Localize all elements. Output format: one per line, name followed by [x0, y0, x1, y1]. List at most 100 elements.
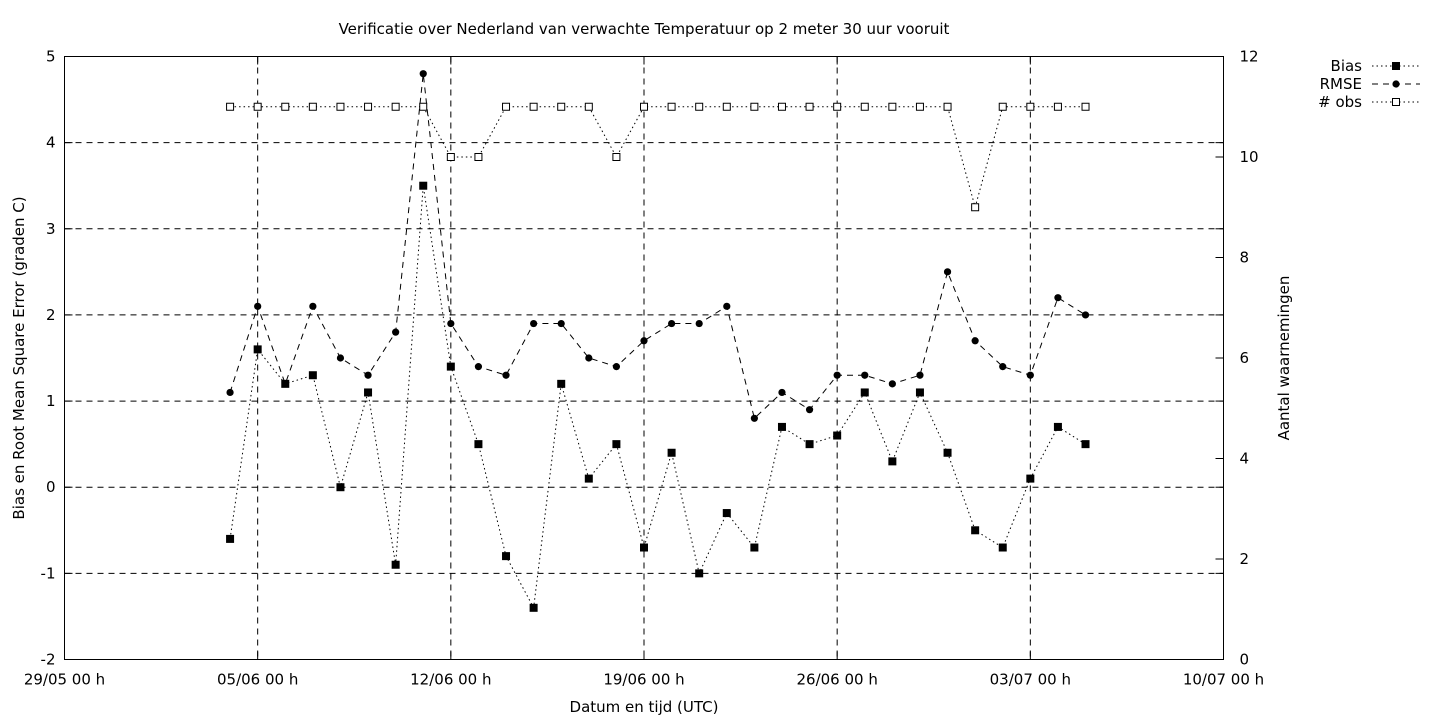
legend-label-rmse: RMSE	[1320, 75, 1362, 93]
y-tick-label: 1	[46, 392, 56, 410]
data-point-rmse	[530, 319, 538, 328]
data-point-bias	[777, 422, 786, 431]
data-point-rmse	[585, 354, 593, 362]
y-tick-label: -1	[41, 564, 56, 582]
data-point-bias	[226, 534, 235, 543]
data-point-rmse	[695, 319, 703, 328]
data-point-rmse	[447, 319, 455, 328]
data-point-rmse	[612, 363, 621, 371]
data-point-rmse	[1081, 311, 1090, 319]
series-line-bias	[229, 185, 1086, 610]
data-point-obs	[722, 102, 731, 111]
data-point-bias	[612, 440, 621, 449]
data-point-obs	[391, 102, 400, 111]
y-axis-label: Bias en Root Mean Square Error (graden C…	[10, 196, 28, 519]
data-point-obs	[336, 102, 345, 111]
data-point-bias	[805, 440, 814, 449]
y2-tick-label: 8	[1240, 249, 1250, 267]
data-point-obs	[1053, 102, 1062, 111]
data-point-bias	[915, 388, 924, 397]
data-point-obs	[1026, 102, 1035, 111]
data-point-obs	[419, 102, 428, 111]
data-point-bias	[502, 552, 511, 561]
data-point-bias	[971, 526, 980, 535]
data-point-bias	[998, 543, 1007, 552]
data-point-bias	[833, 431, 842, 440]
data-point-obs	[281, 102, 290, 111]
data-point-rmse	[750, 414, 758, 422]
data-point-rmse	[309, 302, 317, 310]
y-tick-label: 3	[46, 220, 56, 238]
legend-label-obs: # obs	[1318, 93, 1362, 111]
data-point-obs	[226, 102, 235, 111]
data-point-obs	[860, 102, 869, 111]
data-point-obs	[888, 102, 897, 111]
data-point-rmse	[971, 337, 979, 345]
data-point-obs	[474, 153, 483, 161]
data-point-rmse	[226, 388, 234, 397]
data-point-rmse	[723, 302, 731, 310]
data-point-obs	[308, 102, 317, 111]
data-point-obs	[750, 102, 759, 111]
y-tick-label: 5	[46, 48, 56, 66]
data-point-obs	[529, 102, 538, 111]
x-tick-label: 19/06 00 h	[603, 671, 684, 689]
y2-tick-label: 0	[1240, 651, 1250, 669]
y2-tick-label: 6	[1240, 349, 1250, 367]
data-point-obs	[502, 102, 511, 111]
data-point-rmse	[888, 380, 896, 388]
data-point-bias	[943, 448, 952, 457]
legend-label-bias: Bias	[1331, 57, 1363, 75]
data-point-rmse	[1054, 294, 1062, 302]
data-point-obs	[584, 102, 593, 111]
data-point-bias	[695, 569, 704, 578]
y-tick-label: 4	[46, 134, 56, 152]
data-point-bias	[446, 362, 455, 371]
data-point-bias	[750, 543, 759, 552]
x-tick-label: 12/06 00 h	[410, 671, 491, 689]
grid-layer	[64, 56, 1224, 660]
data-point-obs	[557, 102, 566, 111]
series-bias	[226, 181, 1090, 612]
data-point-obs	[640, 102, 648, 111]
data-point-bias	[722, 509, 731, 518]
data-point-rmse	[999, 363, 1007, 371]
data-point-obs	[667, 102, 676, 111]
data-point-rmse	[557, 319, 565, 328]
data-point-rmse	[474, 363, 483, 371]
data-point-rmse	[392, 328, 400, 336]
data-point-bias	[1053, 422, 1062, 431]
data-point-obs	[777, 102, 786, 111]
legend-marker-bias	[1392, 62, 1400, 70]
data-point-bias	[667, 448, 676, 457]
data-point-rmse	[861, 371, 869, 379]
legend-marker-obs	[1392, 98, 1400, 106]
data-point-obs	[971, 203, 980, 212]
y2-tick-label: 4	[1240, 450, 1250, 468]
chart-title: Verificatie over Nederland van verwachte…	[339, 20, 950, 38]
y2-tick-label: 10	[1240, 148, 1259, 166]
data-point-obs	[833, 102, 842, 111]
data-point-obs	[998, 102, 1007, 111]
data-point-obs	[1081, 102, 1090, 111]
y-tick-label: -2	[41, 651, 56, 669]
data-point-bias	[308, 371, 317, 380]
data-point-rmse	[943, 268, 952, 276]
data-point-bias	[557, 379, 566, 388]
data-point-rmse	[1026, 371, 1034, 379]
data-point-bias	[888, 457, 897, 466]
series-layer	[226, 70, 1090, 612]
data-point-bias	[253, 345, 262, 354]
series-line-rmse	[229, 73, 1086, 420]
y2-axis-label: Aantal waarnemingen	[1275, 276, 1293, 441]
x-tick-label: 26/06 00 h	[796, 671, 877, 689]
data-point-bias	[336, 483, 345, 492]
data-point-bias	[364, 388, 373, 397]
data-point-bias	[529, 603, 538, 612]
y-tick-label: 2	[46, 306, 56, 324]
data-point-bias	[1081, 440, 1090, 449]
data-point-rmse	[336, 354, 345, 362]
